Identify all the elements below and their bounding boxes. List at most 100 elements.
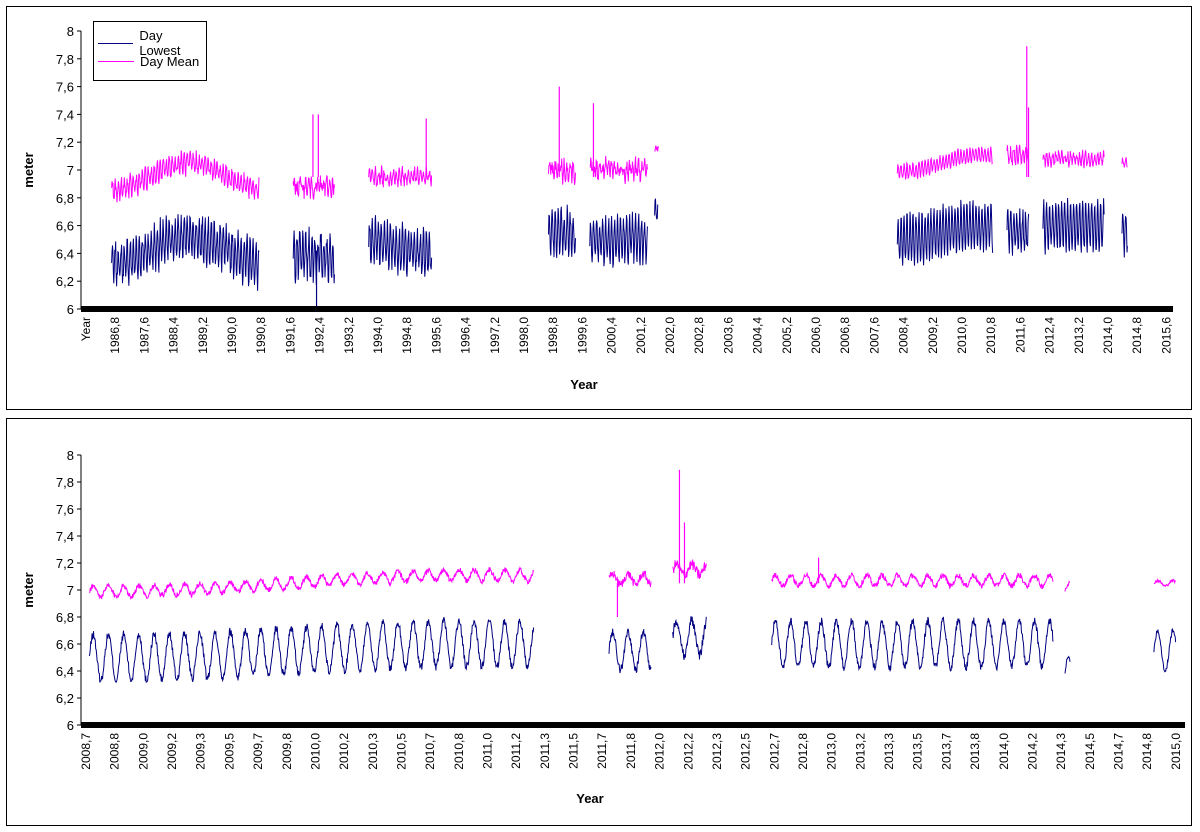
x-tick-label: 2004,4 — [751, 317, 765, 354]
y-tick-label: 6 — [67, 302, 74, 317]
x-axis-line — [81, 722, 1185, 728]
x-tick-label: 1988,4 — [167, 317, 181, 354]
x-tick-label: 2013,8 — [968, 733, 982, 770]
x-tick-label: 2010,7 — [423, 733, 437, 770]
x-tick-label: 2012,5 — [739, 733, 753, 770]
x-tick-label: 2011,8 — [624, 733, 638, 769]
legend-label-day-lowest: Day Lowest — [139, 28, 181, 58]
y-tick-label: 6,4 — [56, 246, 74, 261]
x-tick-label: 2012,8 — [796, 733, 810, 770]
x-tick-label: 2014,8 — [1130, 317, 1144, 354]
x-tick-label: 2011,5 — [567, 733, 581, 769]
x-tick-label: 1989,2 — [196, 317, 210, 354]
series-day-mean — [89, 469, 1176, 617]
series-segment — [608, 570, 652, 588]
x-tick-label: 2010,0 — [308, 733, 322, 770]
x-tick-label: 2010,5 — [394, 733, 408, 770]
x-axis-label: Year — [570, 377, 597, 392]
x-tick-label: 2008,7 — [79, 733, 93, 770]
y-tick-label: 7,4 — [56, 107, 74, 122]
series-segment — [292, 226, 335, 285]
x-tick-label: 2009,3 — [194, 733, 208, 770]
x-tick-label: 1986,8 — [108, 317, 122, 354]
x-tick-label: 2014,0 — [997, 733, 1011, 770]
series-segment — [589, 211, 648, 268]
x-tick-label: 2013,3 — [882, 733, 896, 770]
y-tick-label: 7,4 — [56, 529, 74, 544]
chart-panel-top: 6 6,2 6,4 6,6 6,8 7 7,2 7,4 7,6 7,8 8 meter Year 1986… — [6, 6, 1192, 410]
x-tick-label: Year — [79, 317, 93, 341]
series-segment — [1064, 655, 1071, 674]
y-tick-label: 6 — [67, 718, 74, 733]
x-tick-label: 2010,3 — [366, 733, 380, 770]
chart-panel-bottom: 6 6,2 6,4 6,6 6,8 7 7,2 7,4 7,6 7,8 8 meter 2008,7 20… — [6, 418, 1192, 826]
y-tick-label: 6,6 — [56, 637, 74, 652]
series-segment — [1042, 197, 1105, 255]
series-segment — [1064, 580, 1071, 592]
x-tick-label: 2007,6 — [867, 317, 881, 354]
x-tick-label: 1994,0 — [371, 317, 385, 354]
y-tick-label: 7,2 — [56, 556, 74, 571]
x-tick-label: 2012,0 — [653, 733, 667, 770]
x-tick-label: 2010,8 — [452, 733, 466, 770]
x-tick-label: 2011,0 — [481, 733, 495, 769]
series-day-mean — [111, 46, 1128, 203]
y-axis-label: meter — [21, 572, 36, 607]
series-segment — [672, 559, 707, 579]
x-tick-label: 2010,0 — [955, 317, 969, 354]
y-axis-label: meter — [21, 152, 36, 187]
y-tick-label: 6,6 — [56, 219, 74, 234]
x-tick-label: 2011,6 — [1013, 317, 1027, 353]
y-tick-label: 7 — [67, 163, 74, 178]
x-axis-label: Year — [576, 791, 603, 806]
y-tick-label: 7,8 — [56, 52, 74, 67]
x-tick-label: 2009,0 — [136, 733, 150, 770]
x-tick-label: 2008,4 — [897, 317, 911, 354]
series-segment — [589, 155, 648, 185]
x-tick-label: 2009,7 — [251, 733, 265, 770]
series-segment — [654, 145, 659, 153]
series-segment — [896, 199, 994, 266]
x-tick-label: 2012,2 — [681, 733, 695, 770]
series-segment — [1121, 213, 1128, 258]
x-tick-label: 1998,8 — [546, 317, 560, 354]
y-tick-label: 8 — [67, 448, 74, 463]
x-tick-label: 2006,0 — [809, 317, 823, 354]
y-tick-label: 7,8 — [56, 475, 74, 490]
x-tick-label: 2011,7 — [595, 733, 609, 769]
x-tick-label: 2014,3 — [1054, 733, 1068, 770]
x-tick-label: 2000,4 — [605, 317, 619, 354]
y-tick-label: 6,4 — [56, 664, 74, 679]
chart-top: 6 6,2 6,4 6,6 6,8 7 7,2 7,4 7,6 7,8 8 meter Year 1986… — [21, 24, 1173, 392]
series-segment — [1042, 149, 1105, 169]
y-tick-label: 7,6 — [56, 502, 74, 517]
y-tick-label: 6,8 — [56, 191, 74, 206]
x-tick-label: 2013,7 — [939, 733, 953, 770]
series-segment — [896, 146, 993, 181]
x-tick-label: 2015,0 — [1169, 733, 1183, 770]
x-tick-label: 2014,5 — [1083, 733, 1097, 770]
x-tick-label: 2009,8 — [280, 733, 294, 770]
x-tick-label: 2008,8 — [108, 733, 122, 770]
x-tick-label: 2014,0 — [1101, 317, 1115, 354]
x-tick-label: 1993,2 — [342, 317, 356, 354]
x-tick-label: 2003,6 — [721, 317, 735, 354]
x-tick-label: 2009,2 — [165, 733, 179, 770]
x-tick-label: 1992,4 — [313, 317, 327, 354]
series-segment — [672, 616, 707, 660]
x-tick-label: 2009,5 — [222, 733, 236, 770]
y-tick-label: 6,8 — [56, 610, 74, 625]
series-segment — [111, 150, 260, 203]
x-tick-label: 1987,6 — [137, 317, 151, 354]
series-segment — [771, 616, 1054, 673]
series-segment — [368, 215, 433, 277]
series-segment — [608, 628, 652, 674]
x-tick-label: 2015,6 — [1159, 317, 1173, 354]
x-tick-label: 2012,3 — [710, 733, 724, 770]
x-tick-label: 2010,2 — [337, 733, 351, 770]
x-tick-label: 2006,8 — [838, 317, 852, 354]
x-tick-label: 1998,0 — [517, 317, 531, 354]
y-tick-label: 7 — [67, 583, 74, 598]
x-tick-label: 2002,8 — [692, 317, 706, 354]
x-tick-label: 2014,8 — [1140, 733, 1154, 770]
